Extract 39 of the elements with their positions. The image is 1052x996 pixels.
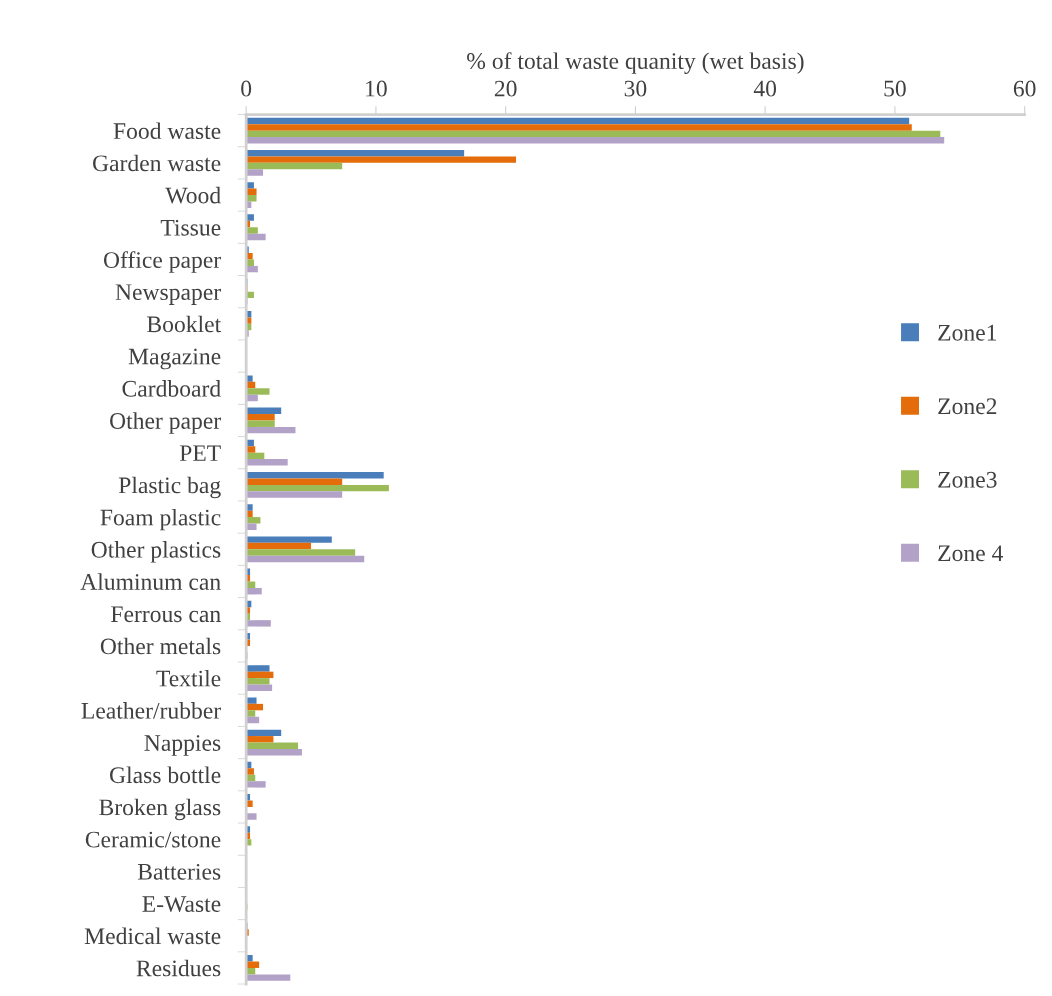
x-tick-label: 20: [494, 80, 517, 97]
x-tick-label: 60: [1013, 80, 1036, 97]
legend-label: Zone 4: [938, 545, 1004, 562]
x-tick-label: 50: [884, 80, 906, 97]
y-tick-label: Ceramic/stone: [85, 831, 221, 848]
y-tick-label: Cardboard: [122, 380, 221, 397]
y-tick-label: Leather/rubber: [81, 702, 221, 719]
y-tick-label: Wood: [165, 186, 221, 204]
x-tick-label: 0: [241, 80, 252, 97]
y-tick-label: Other paper: [110, 412, 221, 434]
legend-label: Zone3: [938, 471, 997, 488]
y-tick-label: Other plastics: [91, 541, 221, 563]
y-tick-label: Glass bottle: [109, 766, 221, 784]
y-tick-label: Booklet: [147, 315, 222, 333]
y-tick-label: Batteries: [137, 863, 221, 880]
y-tick-label: E-Waste: [142, 896, 221, 913]
y-tick-label: Garden waste: [92, 154, 221, 172]
y-tick-label: Foam plastic: [100, 508, 221, 531]
y-tick-label: Nappies: [144, 735, 221, 756]
y-tick-label: Newspaper: [115, 284, 221, 305]
y-tick-label: Food waste: [113, 122, 221, 140]
x-axis-title: % of total waste quanity (wet basis): [467, 52, 804, 74]
y-tick-label: Ferrous can: [111, 606, 221, 623]
x-tick-label: 30: [624, 80, 647, 97]
x-tick-label: 10: [366, 80, 387, 97]
y-tick-label: Residues: [136, 959, 221, 977]
y-tick-label: Plastic bag: [118, 476, 221, 499]
legend-label: Zone1: [938, 324, 997, 341]
legend-label: Zone2: [938, 398, 997, 415]
y-tick-label: Office paper: [103, 251, 221, 273]
y-tick-label: Textile: [156, 669, 221, 687]
y-tick-label: Magazine: [128, 348, 221, 370]
y-tick-label: Broken glass: [99, 798, 221, 821]
y-tick-label: Other metals: [100, 637, 221, 655]
y-tick-label: Tissue: [160, 219, 221, 236]
x-tick-label: 40: [753, 80, 777, 97]
y-tick-label: Medical waste: [84, 927, 221, 945]
y-tick-label: Aluminum can: [80, 573, 221, 590]
y-tick-label: PET: [179, 445, 221, 461]
